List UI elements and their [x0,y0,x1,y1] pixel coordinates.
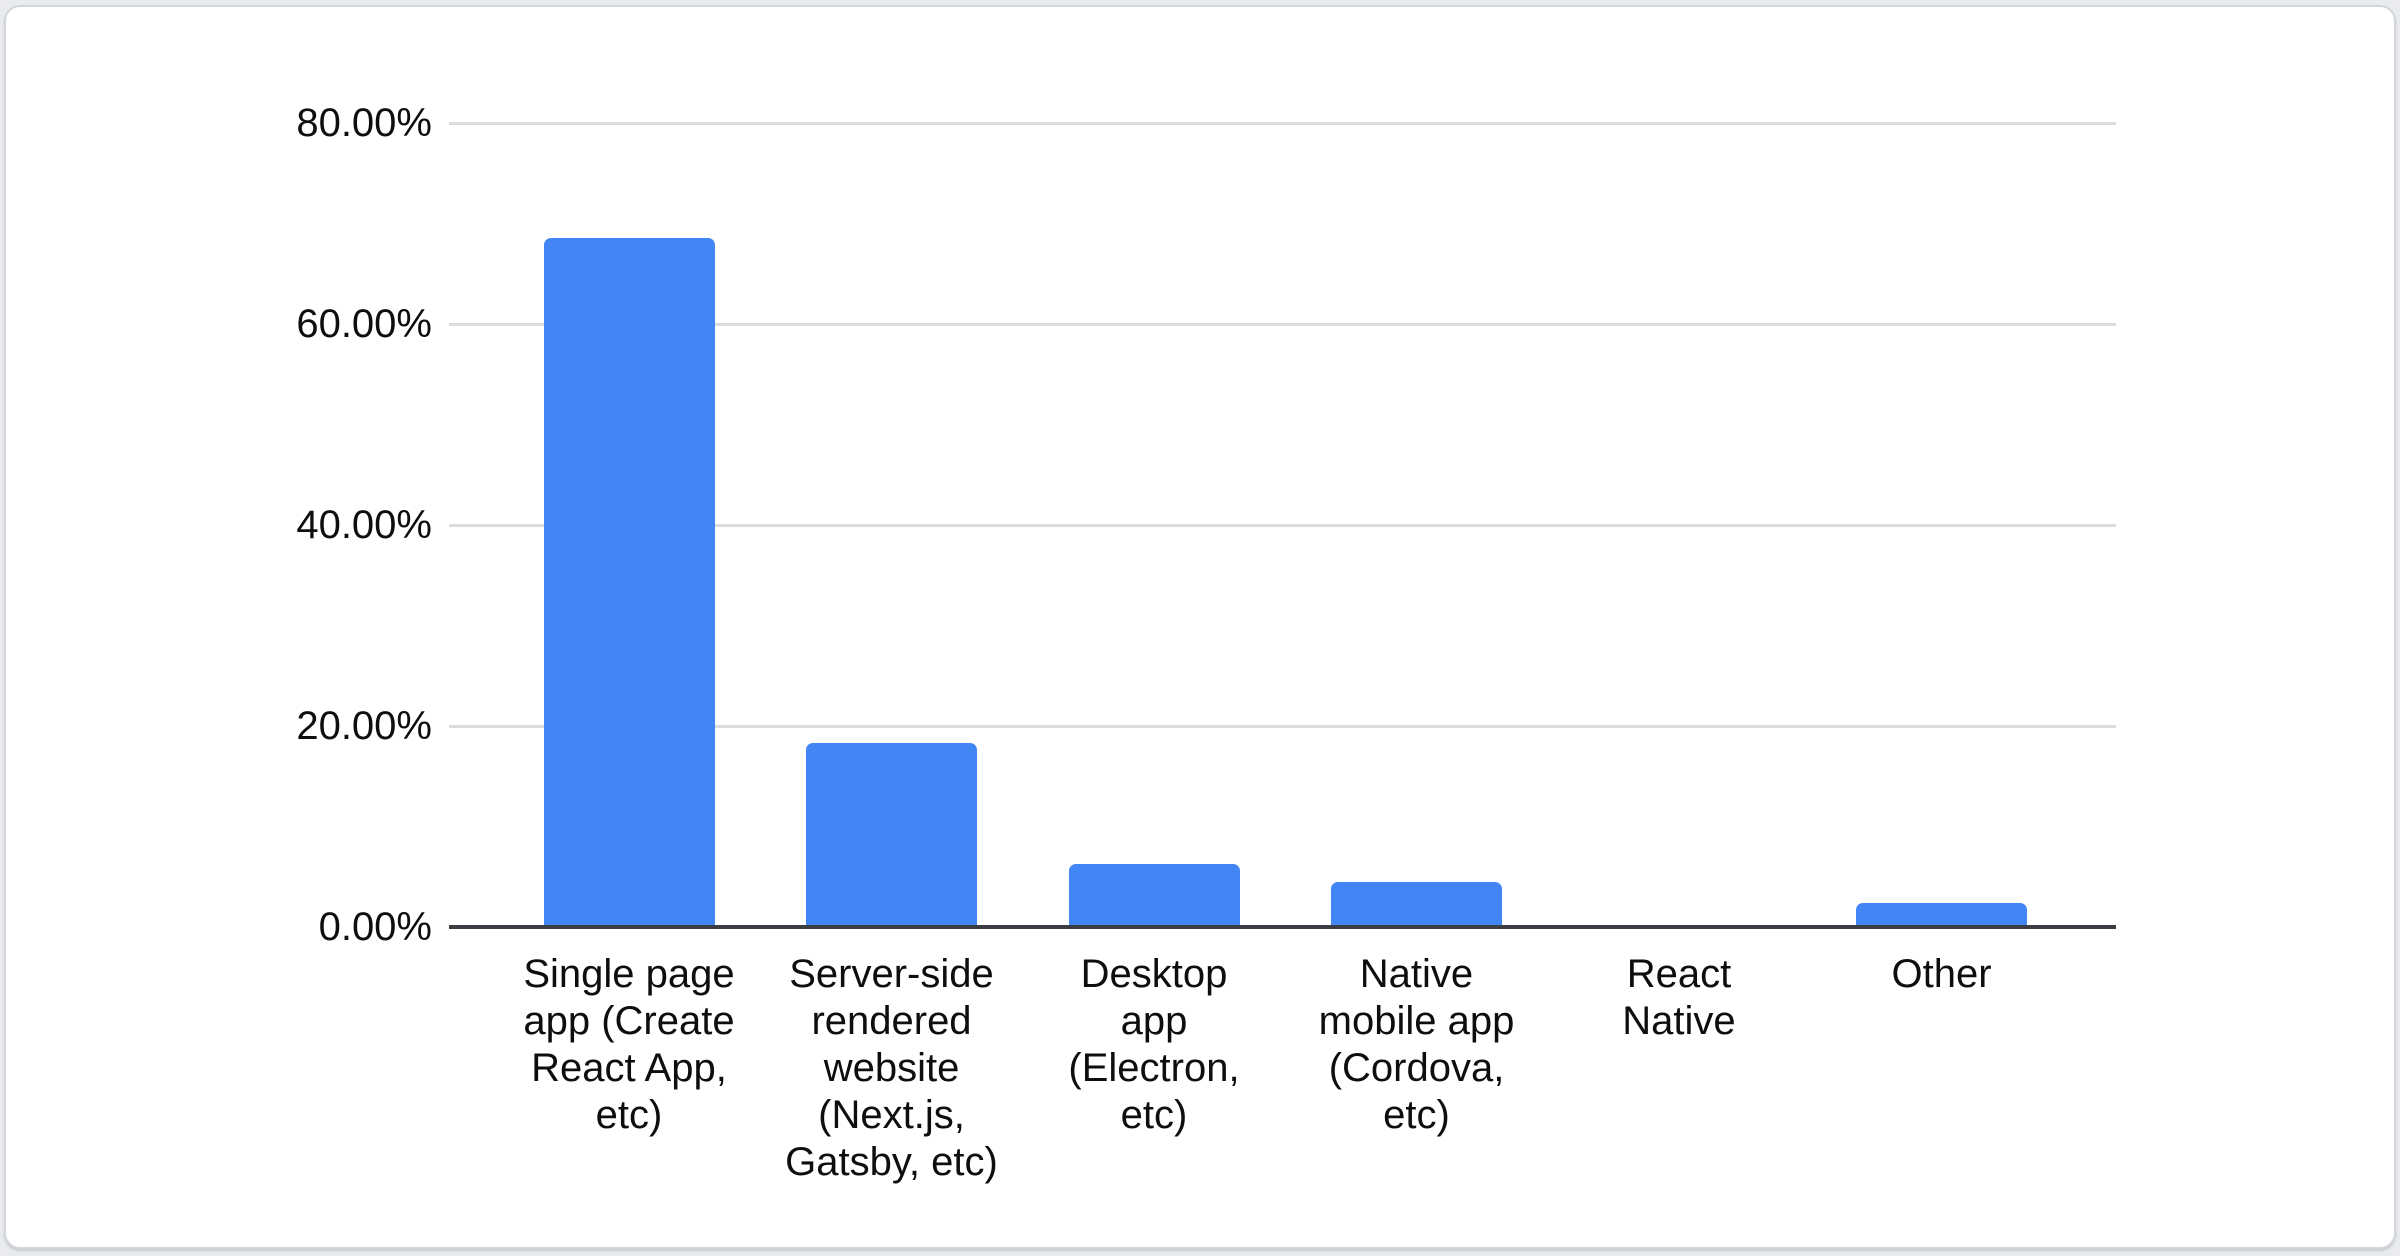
y-axis-tick-label: 60.00% [296,301,432,346]
chart-bar [1856,903,2027,925]
gridline [449,322,2116,326]
y-axis-tick-label: 40.00% [296,502,432,547]
x-axis-line [449,925,2116,929]
x-axis-category-label: React Native [1622,952,1736,1043]
x-axis-category-label: Native mobile app (Cordova, etc) [1318,952,1515,1137]
chart-bar [1331,882,1502,925]
x-axis-category-label: Single page app (Create React App, etc) [523,952,735,1137]
gridline [449,121,2116,125]
gridline [449,724,2116,728]
y-axis-tick-label: 80.00% [296,100,432,145]
y-axis-tick-label: 20.00% [296,703,432,748]
x-axis-category-label: Desktop app (Electron, etc) [1068,952,1240,1137]
chart-bar [1068,864,1240,925]
chart-card: 80.00% 60.00% 40.00% 20.00% 0.00% Single page… [4,5,2396,1249]
bar-chart: 80.00% 60.00% 40.00% 20.00% 0.00% Single page… [6,7,2394,1247]
x-axis-category-label: Server-side rendered website (Next.js, G… [785,952,998,1184]
chart-bar [806,743,977,925]
y-axis-tick-label: 0.00% [318,904,432,949]
x-axis-category-label: Other [1891,952,1992,996]
gridline [449,523,2116,527]
chart-bar [543,238,715,925]
